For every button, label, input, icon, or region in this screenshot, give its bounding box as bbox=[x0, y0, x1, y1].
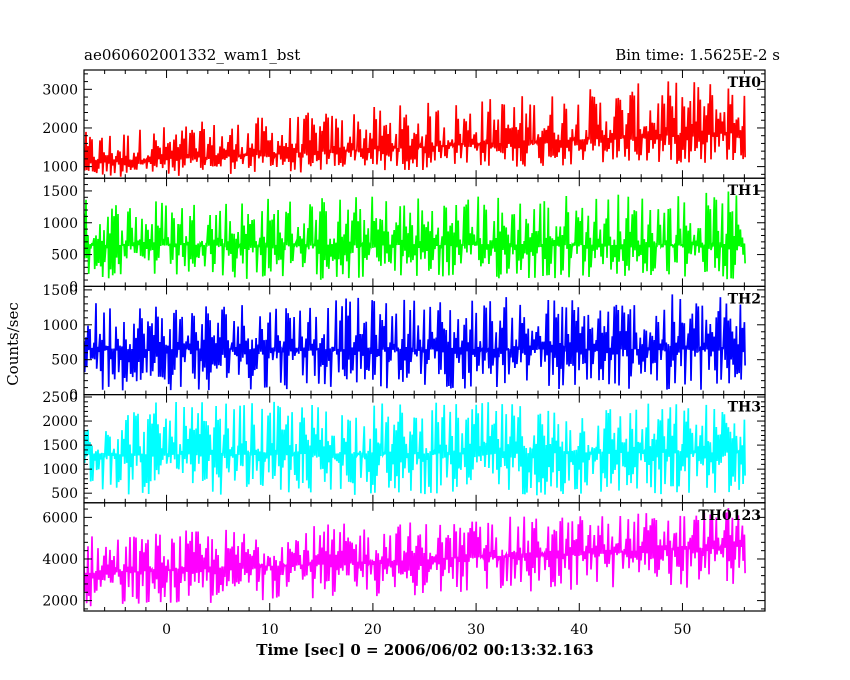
x-tick-label: 0 bbox=[162, 622, 171, 638]
y-tick-label: 1500 bbox=[42, 283, 78, 299]
y-axis-label: Counts/sec bbox=[4, 302, 22, 386]
panel-th0123: 2000 4000 6000 TH0123 bbox=[42, 502, 766, 612]
x-tick-label: 50 bbox=[674, 622, 692, 638]
x-axis-ticks: 0 10 20 30 40 50 bbox=[162, 622, 691, 638]
panel-th2: 0 500 1000 1500 TH2 bbox=[42, 283, 766, 404]
y-tick-label: 500 bbox=[51, 248, 78, 264]
x-axis-label: Time [sec] 0 = 2006/06/02 00:13:32.163 bbox=[256, 641, 593, 659]
y-tick-label: 1000 bbox=[42, 462, 78, 478]
panel-th3: 500 1000 1500 2000 2500 TH3 bbox=[42, 390, 766, 504]
x-tick-label: 10 bbox=[261, 622, 279, 638]
series-th0123 bbox=[84, 507, 746, 607]
panel-frame bbox=[83, 502, 766, 612]
series-th0 bbox=[84, 81, 746, 177]
bin-time-label: Bin time: 1.5625E-2 s bbox=[615, 46, 780, 64]
y-tick-label: 0 bbox=[69, 279, 78, 295]
series-th1 bbox=[84, 191, 746, 280]
panel-label-th2: TH2 bbox=[728, 291, 761, 307]
y-tick-label: 1000 bbox=[42, 160, 78, 176]
y-tick-label: 0 bbox=[69, 388, 78, 404]
y-tick-label: 2500 bbox=[42, 390, 78, 406]
x-tick-label: 30 bbox=[467, 622, 485, 638]
y-tick-label: 4000 bbox=[42, 552, 78, 568]
panel-label-th0: TH0 bbox=[728, 75, 762, 91]
y-tick-label: 6000 bbox=[42, 510, 78, 526]
y-tick-label: 2000 bbox=[42, 594, 78, 610]
chart-title: ae060602001332_wam1_bst bbox=[84, 46, 300, 64]
y-tick-label: 500 bbox=[51, 486, 78, 502]
y-tick-label: 2000 bbox=[42, 121, 78, 137]
y-tick-label: 1000 bbox=[42, 216, 78, 232]
y-tick-label: 2000 bbox=[42, 414, 78, 430]
x-tick-label: 20 bbox=[364, 622, 382, 638]
series-th3 bbox=[84, 401, 746, 496]
x-tick-label: 40 bbox=[570, 622, 588, 638]
y-tick-label: 1000 bbox=[42, 318, 78, 334]
y-tick-label: 1500 bbox=[42, 438, 78, 454]
panel-th1: 0 500 1000 1500 TH1 bbox=[42, 177, 766, 295]
series-th2 bbox=[84, 294, 746, 391]
panel-th0: 1000 2000 3000 TH0 bbox=[42, 69, 766, 179]
y-tick-label: 500 bbox=[51, 353, 78, 369]
panel-label-th0123: TH0123 bbox=[698, 508, 761, 524]
y-tick-label: 1500 bbox=[42, 184, 78, 200]
panel-label-th1: TH1 bbox=[728, 183, 761, 199]
y-tick-label: 3000 bbox=[42, 82, 78, 98]
panel-label-th3: TH3 bbox=[728, 400, 761, 416]
